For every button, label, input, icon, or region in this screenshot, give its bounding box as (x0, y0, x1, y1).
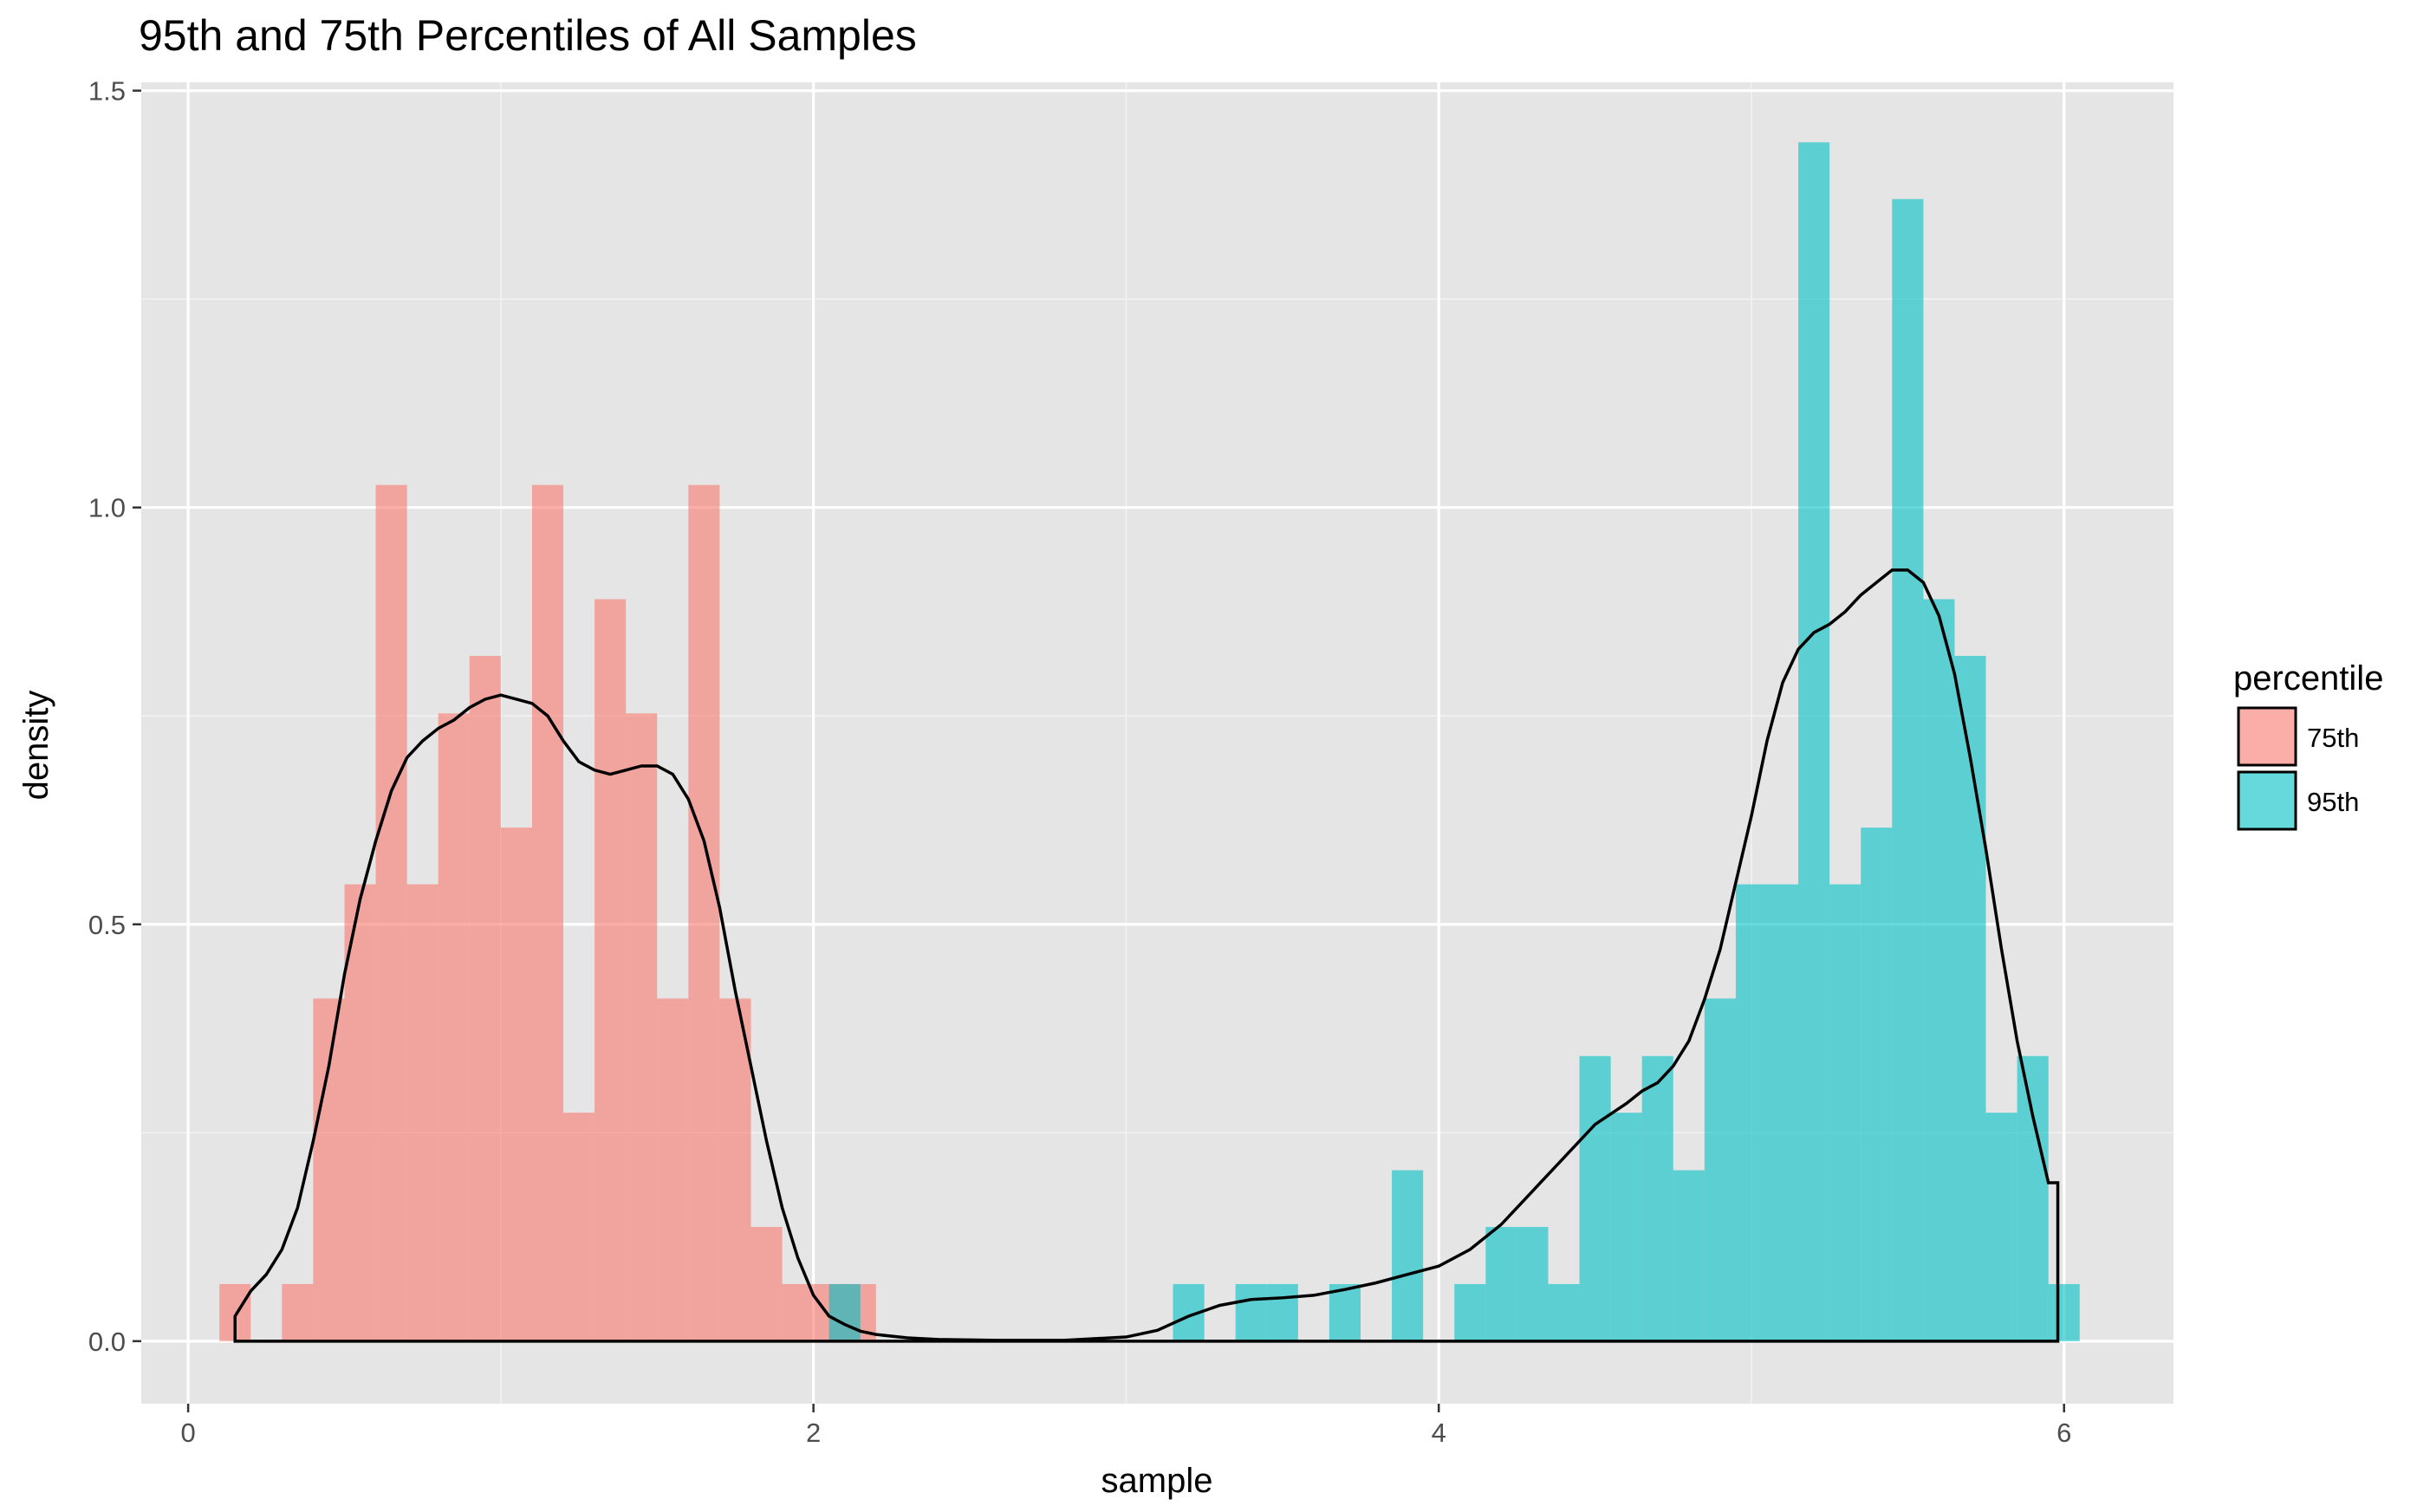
bar-95th (1641, 1055, 1673, 1341)
legend-key-95th (2237, 770, 2297, 831)
bar-95th (1954, 655, 1986, 1341)
bar-75th (531, 484, 564, 1341)
bar-95th (1704, 998, 1736, 1341)
bar-95th (1579, 1055, 1611, 1341)
y-tick-label: 0.5 (88, 910, 126, 940)
bar-75th (719, 998, 751, 1341)
y-axis-title: density (17, 691, 55, 801)
bar-95th (1485, 1227, 1517, 1341)
bar-95th (828, 1283, 861, 1341)
y-tick-label: 1.0 (88, 493, 126, 523)
bar-75th (563, 1113, 595, 1341)
bar-95th (1735, 884, 1767, 1341)
legend-label-75th: 75th (2307, 723, 2359, 753)
bar-95th (1329, 1283, 1361, 1341)
legend: percentile 75th 95th (2233, 659, 2383, 831)
legend-title: percentile (2233, 659, 2383, 698)
chart-title: 95th and 75th Percentiles of All Samples (139, 11, 917, 60)
bar-95th (1454, 1283, 1486, 1341)
x-axis-title: sample (1101, 1462, 1213, 1500)
bar-95th (1517, 1227, 1549, 1341)
bar-75th (375, 484, 407, 1341)
series-95th-bars (828, 142, 2080, 1341)
y-axis: 0.0 0.5 1.0 1.5 (88, 76, 141, 1357)
bar-95th (1235, 1283, 1267, 1341)
bar-75th (344, 884, 376, 1341)
x-tick-label: 0 (180, 1418, 195, 1448)
bar-95th (1767, 884, 1799, 1341)
bar-75th (626, 713, 658, 1341)
bar-75th (438, 713, 470, 1341)
bar-75th (657, 998, 689, 1341)
bar-75th (313, 998, 345, 1341)
bar-95th (2017, 1055, 2049, 1341)
bar-95th (1392, 1170, 1424, 1341)
bar-95th (1798, 142, 1830, 1341)
legend-item-95th: 95th (2237, 770, 2359, 831)
bar-95th (1548, 1283, 1580, 1341)
bar-95th (1892, 198, 1924, 1341)
legend-key-75th (2237, 706, 2297, 767)
bar-75th (750, 1227, 783, 1341)
bar-75th (782, 1283, 814, 1341)
bar-95th (1673, 1170, 1705, 1341)
bar-95th (1985, 1113, 2017, 1341)
x-tick-label: 4 (1432, 1418, 1446, 1448)
bar-95th (1610, 1113, 1642, 1341)
bar-75th (500, 827, 532, 1341)
bar-75th (595, 599, 627, 1341)
series-75th-bars (219, 484, 876, 1341)
bar-75th (406, 884, 439, 1341)
x-tick-label: 6 (2056, 1418, 2071, 1448)
legend-item-75th: 75th (2237, 706, 2359, 767)
y-tick-label: 0.0 (88, 1327, 126, 1357)
bar-95th (1861, 827, 1893, 1341)
x-axis: 0 2 4 6 (180, 1404, 2071, 1448)
x-tick-label: 2 (806, 1418, 821, 1448)
bar-95th (1923, 599, 1955, 1341)
bar-95th (1829, 884, 1861, 1341)
bar-95th (2048, 1283, 2080, 1341)
density-curve (233, 568, 2060, 1343)
bar-95th (1266, 1283, 1298, 1341)
bar-75th (282, 1283, 314, 1341)
bar-75th (469, 655, 501, 1341)
y-tick-label: 1.5 (88, 76, 126, 107)
bar-75th (688, 484, 720, 1341)
legend-label-95th: 95th (2307, 787, 2359, 817)
